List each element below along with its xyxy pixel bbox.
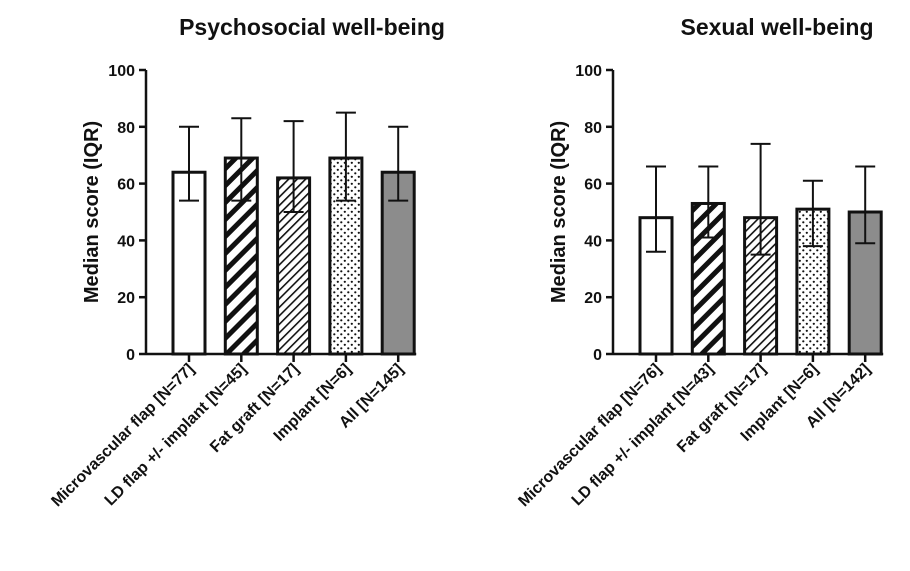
y-tick-label: 0 xyxy=(126,347,135,364)
y-tick-label: 60 xyxy=(117,177,135,194)
sexual-panel: Sexual well-being Median score (IQR) 0 20 40… xyxy=(515,14,884,510)
chart-title: Psychosocial well-being xyxy=(179,14,445,40)
y-tick-label: 20 xyxy=(584,290,602,307)
y-tick-label: 60 xyxy=(584,177,602,194)
y-tick-label: 20 xyxy=(117,290,135,307)
chart-title: Sexual well-being xyxy=(681,14,874,40)
y-tick-label: 0 xyxy=(593,347,602,364)
y-axis-label: Median score (IQR) xyxy=(81,121,103,303)
y-tick-label: 40 xyxy=(117,233,135,250)
y-tick-label: 80 xyxy=(584,120,602,137)
x-tick-label: Fat graft [N=17] xyxy=(674,361,769,456)
y-tick-label: 100 xyxy=(575,63,602,80)
psychosocial-panel: Psychosocial well-being Median score (IQR… xyxy=(48,14,445,510)
y-axis-label: Median score (IQR) xyxy=(548,121,570,303)
y-tick-label: 100 xyxy=(108,63,135,80)
y-tick-label: 40 xyxy=(584,233,602,250)
y-tick-label: 80 xyxy=(117,120,135,137)
x-tick-label: Fat graft [N=17] xyxy=(207,361,302,456)
